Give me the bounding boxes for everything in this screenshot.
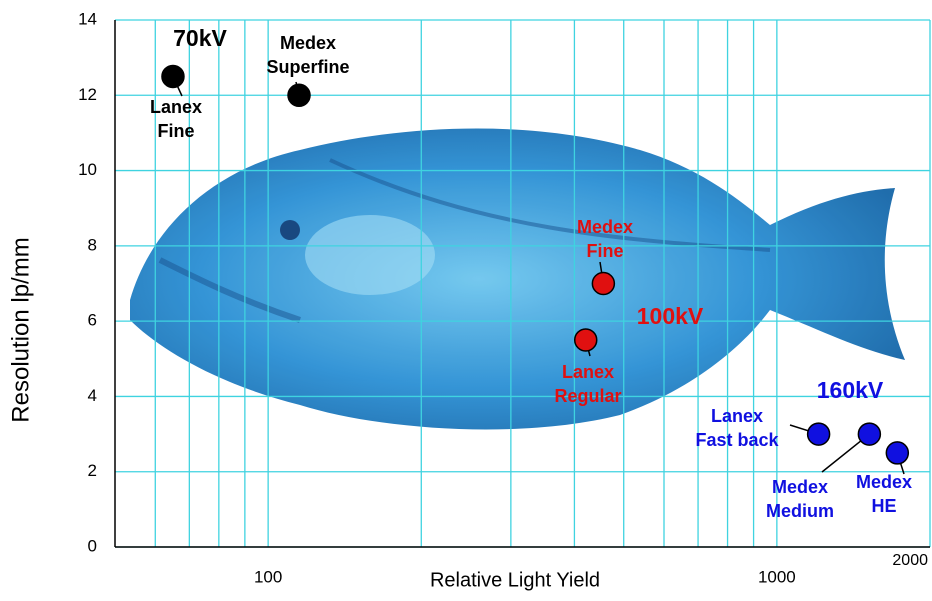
point-label: Fine — [586, 241, 623, 261]
y-tick-label: 2 — [88, 461, 97, 480]
point — [162, 65, 184, 87]
x-axis-label: Relative Light Yield — [430, 569, 600, 591]
y-tick-label: 10 — [78, 160, 97, 179]
chart: Resolution lp/mm Relative Light Yield 0 2… — [0, 0, 932, 596]
point-label: Fast back — [695, 430, 779, 450]
y-tick-label: 14 — [78, 9, 97, 28]
point-label: Medex — [577, 217, 633, 237]
x-tick-label: 100 — [254, 567, 282, 586]
point-label: Lanex — [562, 362, 614, 382]
y-tick-label: 6 — [88, 311, 97, 330]
series-label: 70kV — [173, 25, 227, 51]
y-axis-label: Resolution lp/mm — [7, 237, 34, 422]
x-tick-label: 2000 — [892, 552, 928, 569]
series-label: 100kV — [637, 303, 704, 329]
point-label: Medex — [856, 472, 912, 492]
point — [592, 273, 614, 295]
point-label: Medex — [280, 33, 336, 53]
point-label: Lanex — [711, 406, 763, 426]
point-label: Fine — [157, 121, 194, 141]
point — [886, 442, 908, 464]
point-label: Medium — [766, 501, 834, 521]
point-label: Regular — [554, 386, 621, 406]
point — [575, 329, 597, 351]
point-label: Superfine — [266, 57, 349, 77]
point-label: Medex — [772, 477, 828, 497]
y-tick-label: 8 — [88, 235, 97, 254]
point-label: HE — [871, 496, 896, 516]
y-tick-label: 0 — [88, 536, 97, 555]
point — [288, 84, 310, 106]
fish-image — [130, 129, 905, 430]
point-label: Lanex — [150, 97, 202, 117]
point — [808, 423, 830, 445]
point — [858, 423, 880, 445]
x-tick-label: 1000 — [758, 567, 796, 586]
y-tick-label: 4 — [88, 386, 97, 405]
y-tick-label: 12 — [78, 85, 97, 104]
series-label: 160kV — [817, 377, 884, 403]
